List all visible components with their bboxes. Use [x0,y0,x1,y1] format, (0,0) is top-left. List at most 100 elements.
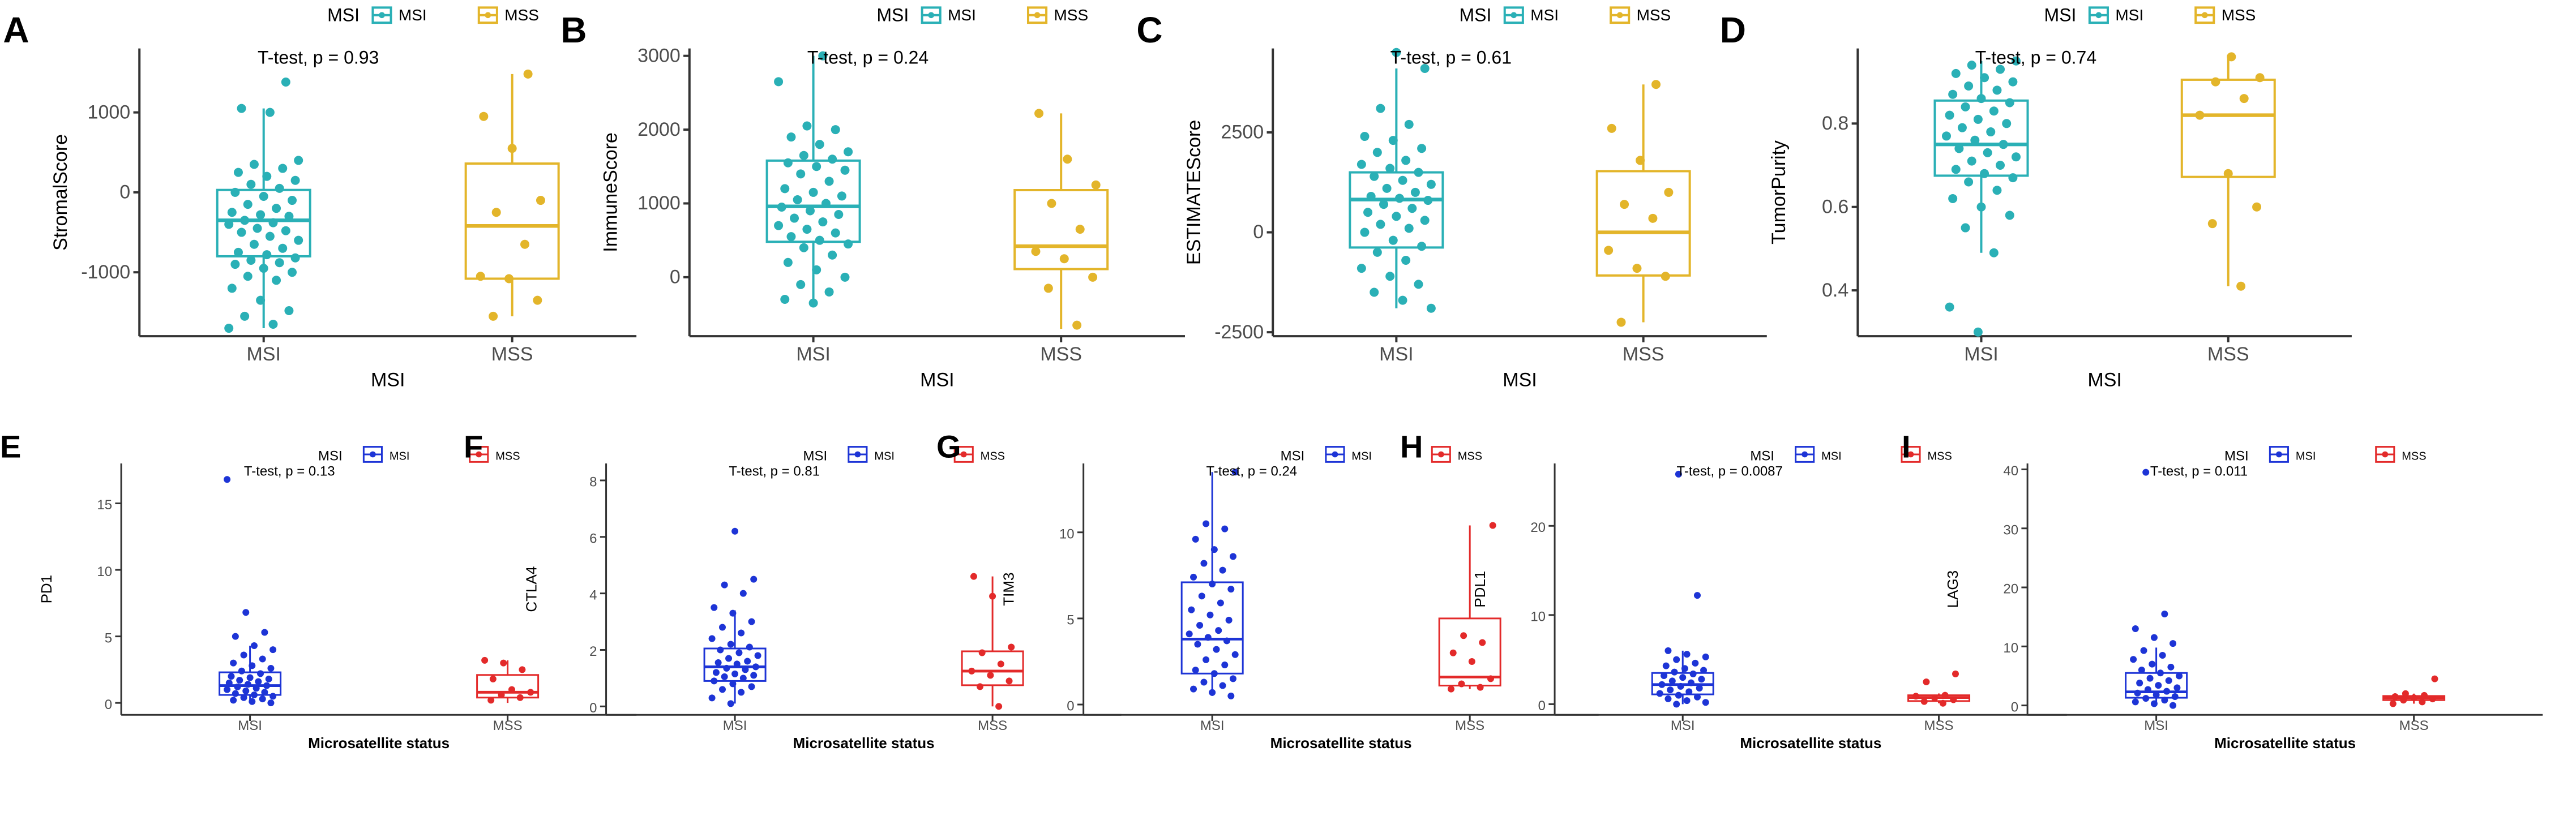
data-point [1203,520,1210,527]
data-point [1392,48,1401,57]
data-point [249,239,259,249]
data-point [2138,667,2145,674]
points-mss [1912,670,1959,707]
data-point [1047,199,1056,208]
data-point [259,191,268,201]
x-tick-label-mss: MSS [493,718,523,733]
data-point [1992,85,2002,95]
data-point [1675,692,1682,699]
x-tick-label-msi: MSI [238,718,262,733]
data-point [738,689,745,696]
legend-title: MSI [876,5,909,25]
data-point [2391,693,2399,700]
legend: MSI MSI MSS [2044,5,2256,25]
y-tick-label: 10 [97,564,112,579]
data-point [1700,667,1708,674]
data-point [2132,625,2139,633]
data-point [1950,696,1957,703]
data-point [230,697,237,704]
data-point [1420,63,1430,73]
data-point [288,268,297,277]
data-point [739,590,747,597]
data-point [1458,680,1465,688]
data-point [1976,94,1986,104]
y-tick-label: 0 [670,267,681,288]
box-iqr [961,650,1024,686]
data-point [2402,690,2409,697]
data-point [281,226,290,235]
data-point [1072,320,1082,330]
data-point [799,151,808,160]
points-mss [1604,80,1674,327]
data-point [1693,592,1701,599]
data-point [718,624,726,631]
data-point [1357,160,1366,169]
points-msi [708,527,761,707]
data-point [1213,646,1220,653]
legend-key-dot [2382,451,2389,458]
data-point [1964,81,1974,91]
data-point [2142,695,2150,702]
data-point [1398,175,1407,185]
y-tick-label: 0.4 [1822,280,1848,301]
data-point [519,666,526,673]
data-point [1225,616,1233,624]
data-point [731,527,739,535]
data-point [233,247,243,257]
data-point [246,255,256,265]
y-axis-title: LAG3 [1944,570,1961,608]
legend-title: MSI [318,449,343,464]
data-point [1215,627,1222,634]
legend-key-dot [960,451,967,458]
data-point [774,77,784,87]
y-tick-label: 20 [2003,582,2018,597]
data-point [1661,272,1670,281]
data-point [1664,187,1674,197]
ttest-annotation: T-test, p = 0.81 [729,463,820,479]
data-point [1941,692,1949,699]
data-point [268,319,278,329]
data-point [261,629,268,636]
data-point [1217,599,1224,607]
points-mss [2195,52,2265,291]
data-point [1656,690,1663,697]
points-msi [2130,469,2183,709]
data-point [824,287,834,297]
data-point [1417,242,1427,251]
data-point [1209,689,1216,696]
data-point [1385,164,1395,173]
data-point [733,660,741,668]
y-tick-label: 4 [589,587,597,603]
data-point [1196,622,1204,629]
data-point [2429,695,2436,703]
points-mss [1448,522,1496,693]
data-point [729,609,737,617]
data-point [1043,284,1053,293]
data-point [2150,634,2158,641]
y-tick-label: 0.6 [1822,196,1848,217]
data-point [489,311,498,321]
data-point [799,243,808,252]
data-point [243,272,253,281]
data-point [240,694,247,701]
data-point [2140,647,2147,654]
data-point [844,147,853,157]
data-point [1967,156,1976,166]
data-point [1200,678,1208,686]
x-tick-label-mss: MSS [1455,718,1484,733]
data-point [232,690,239,697]
data-point [1687,679,1694,686]
legend-key-dot [1510,12,1517,19]
data-point [1479,639,1486,646]
points-msi [224,77,303,333]
legend-label-msi: MSI [1351,450,1372,462]
data-point [1417,144,1427,153]
data-point [267,699,275,707]
data-point [1204,634,1212,641]
data-point [227,284,237,293]
data-point [1945,302,1954,312]
data-point [1692,659,1699,667]
data-point [2173,684,2181,692]
ttest-annotation: T-test, p = 0.0087 [1677,463,1783,479]
data-point [1685,688,1693,695]
